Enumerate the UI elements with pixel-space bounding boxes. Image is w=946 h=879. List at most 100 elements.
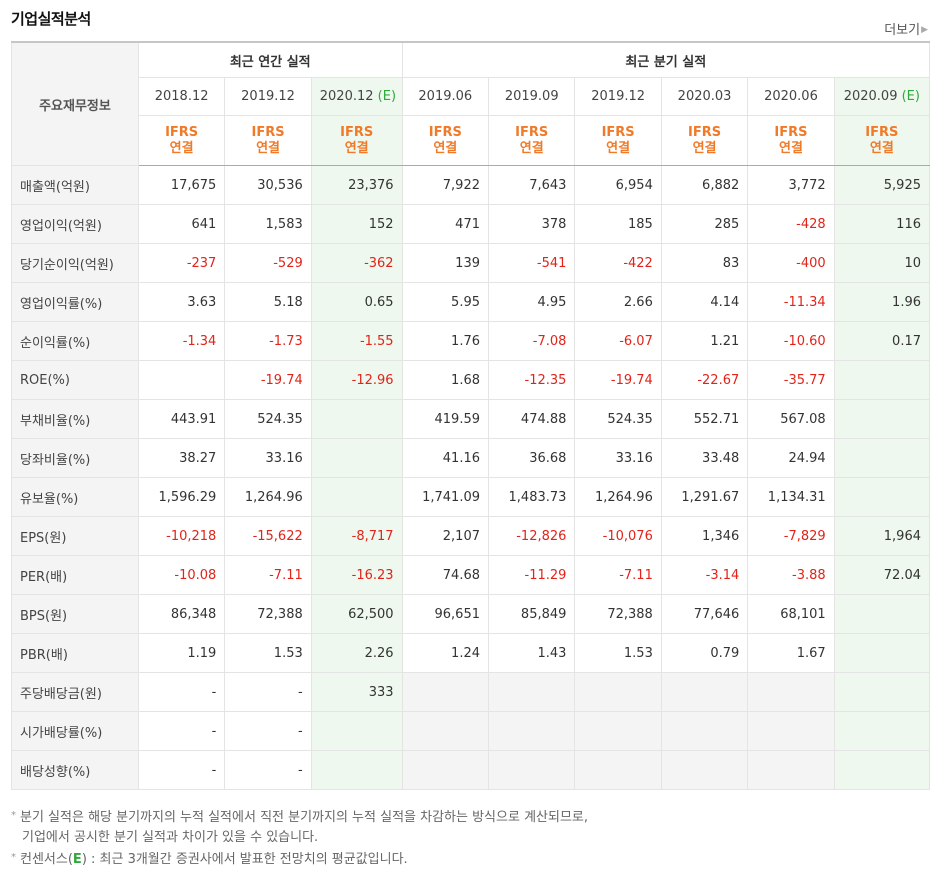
table-cell: -22.67: [660, 360, 749, 400]
ifrs-label: IFRS: [428, 124, 462, 140]
table-cell: 96,651: [401, 594, 490, 634]
table-cell: 0.79: [660, 633, 749, 673]
table-cell: -400: [747, 243, 835, 283]
row-label: PBR(배): [11, 633, 139, 673]
table-row: 매출액(억원) 17,675 30,536 23,376 7,922 7,643 6,954…: [11, 165, 931, 205]
table-cell: [833, 750, 931, 790]
consolidated-label: 연결: [779, 140, 803, 156]
table-cell: [747, 711, 835, 751]
table-cell: [310, 399, 403, 439]
table-cell: [660, 750, 749, 790]
table-row: ROE(%) -19.74 -12.96 1.68 -12.35 -19.74 -22.67…: [11, 360, 931, 400]
more-link[interactable]: 더보기▶: [884, 19, 928, 38]
table-cell: 1.21: [660, 321, 749, 361]
row-label: 영업이익(억원): [11, 204, 139, 244]
table-cell: -10,218: [137, 516, 226, 556]
table-cell: -7,829: [747, 516, 835, 556]
table-cell: -15,622: [224, 516, 312, 556]
table-cell: 72,388: [574, 594, 662, 634]
table-cell: 474.88: [487, 399, 576, 439]
table-cell: [833, 672, 931, 712]
table-cell: [574, 672, 662, 712]
table-cell: 1.76: [401, 321, 490, 361]
table-cell: -529: [224, 243, 312, 283]
table-cell: -10.60: [747, 321, 835, 361]
ifrs-label: IFRS: [251, 124, 285, 140]
asterisk-icon: *: [11, 810, 16, 821]
table-cell: [833, 711, 931, 751]
table-cell: 185: [574, 204, 662, 244]
ifrs-header: IFRS 연결: [137, 115, 226, 166]
table-cell: 333: [310, 672, 403, 712]
table-cell: 6,954: [574, 165, 662, 205]
table-cell: 72.04: [833, 555, 931, 595]
table-cell: 1,134.31: [747, 477, 835, 517]
footnotes: * 분기 실적은 해당 분기까지의 누적 실적에서 직전 분기까지의 누적 실적을…: [11, 806, 588, 870]
table-cell: 471: [401, 204, 490, 244]
period-header: 2019.06: [401, 77, 490, 116]
table-cell: 1.19: [137, 633, 226, 673]
table-cell: 41.16: [401, 438, 490, 478]
table-cell: 7,922: [401, 165, 490, 205]
footnote-2: * 컨센서스(E) : 최근 3개월간 증권사에서 발표한 전망치의 평균값입니다…: [11, 852, 408, 867]
table-cell: [660, 711, 749, 751]
table-cell: 4.95: [487, 282, 576, 322]
ifrs-header: IFRS 연결: [487, 115, 576, 166]
financial-table: 주요재무정보 최근 연간 실적 최근 분기 실적 2018.12 2019.12 2…: [11, 41, 931, 790]
table-cell: -: [137, 672, 226, 712]
period-header: 2020.03: [660, 77, 749, 116]
table-row: BPS(원) 86,348 72,388 62,500 96,651 85,849 72,3…: [11, 594, 931, 634]
table-cell: -1.55: [310, 321, 403, 361]
table-cell: -12.96: [310, 360, 403, 400]
table-cell: 378: [487, 204, 576, 244]
period-header: 2020.09 (E): [833, 77, 931, 116]
row-label: 부채비율(%): [11, 399, 139, 439]
consolidated-label: 연결: [433, 140, 458, 156]
table-cell: [487, 750, 576, 790]
row-label: 배당성향(%): [11, 750, 139, 790]
table-row: PER(배) -10.08 -7.11 -16.23 74.68 -11.29 -7.11-…: [11, 555, 931, 595]
table-cell: -422: [574, 243, 662, 283]
table-cell: 0.17: [833, 321, 931, 361]
period-header: 2019.12: [574, 77, 662, 116]
table-cell: 1,964: [833, 516, 931, 556]
table-cell: 4.14: [660, 282, 749, 322]
row-label: BPS(원): [11, 594, 139, 634]
table-cell: -362: [310, 243, 403, 283]
table-cell: [574, 750, 662, 790]
table-cell: -7.11: [224, 555, 312, 595]
table-cell: -7.08: [487, 321, 576, 361]
table-cell: [833, 633, 931, 673]
table-cell: 38.27: [137, 438, 226, 478]
table-cell: 68,101: [747, 594, 835, 634]
consolidated-label: 연결: [606, 140, 631, 156]
table-row: 당기순이익(억원) -237 -529 -362 139 -541 -422 83 -400 10: [11, 243, 931, 283]
table-cell: 524.35: [224, 399, 312, 439]
table-cell: -: [224, 750, 312, 790]
table-cell: [401, 672, 490, 712]
row-label: 순이익률(%): [11, 321, 139, 361]
table-cell: 7,643: [487, 165, 576, 205]
row-label: PER(배): [11, 555, 139, 595]
consolidated-label: 연결: [869, 140, 894, 156]
table-row: 유보율(%) 1,596.29 1,264.96 1,741.09 1,483.73 1,…: [11, 477, 931, 517]
table-cell: 1.53: [574, 633, 662, 673]
annual-header: 최근 연간 실적: [137, 41, 403, 78]
table-cell: 2.26: [310, 633, 403, 673]
table-cell: [487, 672, 576, 712]
table-cell: 1.68: [401, 360, 490, 400]
table-cell: [310, 750, 403, 790]
table-cell: -428: [747, 204, 835, 244]
table-cell: 33.16: [224, 438, 312, 478]
period-header: 2019.09: [487, 77, 576, 116]
table-cell: -7.11: [574, 555, 662, 595]
table-cell: -19.74: [574, 360, 662, 400]
consensus-mark: E: [72, 852, 82, 867]
period-label: 2018.12: [154, 89, 209, 104]
table-cell: 1.67: [747, 633, 835, 673]
table-cell: -: [137, 711, 226, 751]
table-cell: -3.14: [660, 555, 749, 595]
table-cell: 0.65: [310, 282, 403, 322]
table-row: PBR(배) 1.19 1.53 2.26 1.24 1.43 1.53 0.79 1.67: [11, 633, 931, 673]
table-cell: -12.35: [487, 360, 576, 400]
